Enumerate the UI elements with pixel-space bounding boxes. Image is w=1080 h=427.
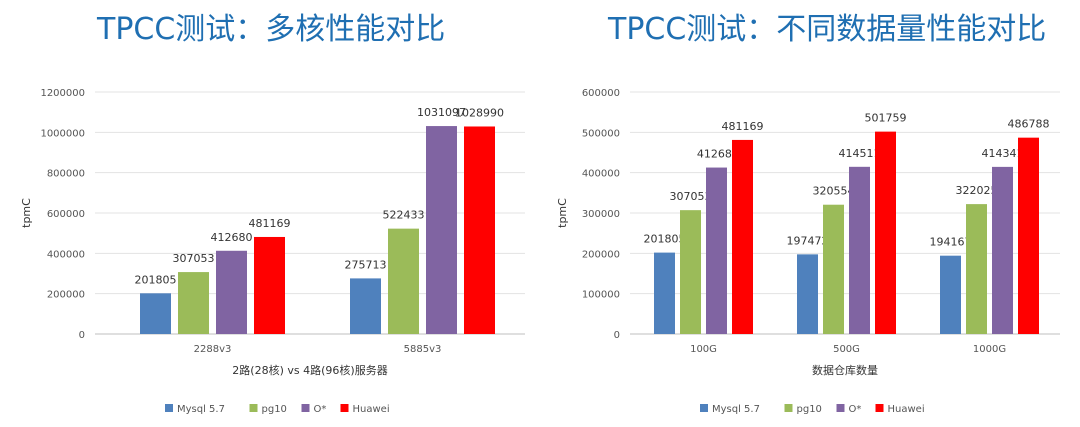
- y-axis-label: tpmC: [556, 198, 569, 228]
- bar: [254, 236, 285, 334]
- bar: [388, 228, 419, 334]
- y-axis-label: tpmC: [20, 198, 33, 228]
- left-chart-title: TPCC测试：多核性能对比: [97, 12, 446, 47]
- bar: [823, 204, 844, 334]
- y-tick-label: 400000: [47, 249, 85, 260]
- legend-swatch: [249, 404, 258, 412]
- data-label: 322025: [956, 184, 998, 197]
- legend-swatch: [700, 404, 708, 412]
- legend-label: Mysql 5.7: [712, 404, 760, 415]
- data-label: 307053: [173, 252, 215, 265]
- data-label: 41268(: [697, 148, 736, 161]
- x-tick-label: 5885v3: [404, 344, 442, 355]
- data-label: 501759: [865, 112, 907, 125]
- bar: [350, 278, 381, 334]
- legend-label: O*: [849, 404, 862, 415]
- bar: [875, 131, 896, 334]
- x-tick-label: 100G: [690, 344, 717, 355]
- data-label: 414511: [839, 147, 881, 160]
- y-tick-label: 0: [79, 330, 85, 341]
- y-tick-label: 200000: [47, 290, 85, 301]
- bar: [654, 252, 675, 334]
- bar: [426, 126, 457, 334]
- bar: [464, 126, 495, 334]
- legend-label: Mysql 5.7: [177, 404, 225, 415]
- bar: [849, 166, 870, 334]
- bar: [216, 250, 247, 334]
- bar: [797, 254, 818, 334]
- legend-label: O*: [314, 404, 327, 415]
- y-tick-label: 600000: [582, 88, 620, 99]
- bar: [680, 210, 701, 334]
- legend-swatch: [875, 404, 884, 412]
- y-tick-label: 1000000: [40, 128, 85, 139]
- data-label: 1028990: [455, 106, 504, 119]
- y-tick-label: 600000: [47, 209, 85, 220]
- bar: [178, 272, 209, 334]
- data-label: 275713: [345, 258, 387, 271]
- x-tick-label: 2288v3: [194, 344, 232, 355]
- bar: [940, 255, 961, 334]
- legend-swatch: [836, 404, 845, 412]
- data-label: 194167: [930, 236, 972, 249]
- x-axis-label: 数据仓库数量: [812, 363, 878, 377]
- bar: [1018, 137, 1039, 334]
- legend-label: Huawei: [353, 404, 390, 415]
- y-tick-label: 0: [614, 330, 620, 341]
- legend-swatch: [784, 404, 793, 412]
- y-tick-label: 1200000: [40, 88, 85, 99]
- data-label: 481169: [722, 120, 764, 133]
- legend-label: pg10: [262, 404, 287, 415]
- x-axis-label: 2路(28核) vs 4路(96核)服务器: [232, 363, 387, 377]
- y-tick-label: 500000: [582, 128, 620, 139]
- bar: [706, 167, 727, 334]
- legend-label: Huawei: [888, 404, 925, 415]
- legend-label: pg10: [797, 404, 822, 415]
- data-label: 197472: [787, 234, 829, 247]
- data-label: 522433: [383, 209, 425, 222]
- bar: [140, 293, 171, 334]
- right-chart-title: TPCC测试：不同数据量性能对比: [608, 12, 1047, 47]
- legend-swatch: [301, 404, 310, 412]
- data-label: 414341: [982, 147, 1024, 160]
- y-tick-label: 300000: [582, 209, 620, 220]
- y-tick-label: 400000: [582, 169, 620, 180]
- x-tick-label: 500G: [833, 344, 860, 355]
- y-tick-label: 800000: [47, 169, 85, 180]
- data-label: 412680: [211, 231, 253, 244]
- data-label: 481169: [249, 217, 291, 230]
- data-label: 307053: [670, 190, 712, 203]
- data-label: 1031097: [417, 106, 466, 119]
- data-label: 486788: [1008, 118, 1050, 131]
- bar: [732, 139, 753, 334]
- legend-swatch: [340, 404, 349, 412]
- data-label: 201805: [135, 273, 177, 286]
- legend-swatch: [165, 404, 173, 412]
- data-label: 201805: [644, 233, 686, 246]
- y-tick-label: 100000: [582, 290, 620, 301]
- bar: [966, 204, 987, 334]
- y-tick-label: 200000: [582, 249, 620, 260]
- x-tick-label: 1000G: [973, 344, 1006, 355]
- data-label: 320554: [813, 185, 855, 198]
- bar: [992, 166, 1013, 334]
